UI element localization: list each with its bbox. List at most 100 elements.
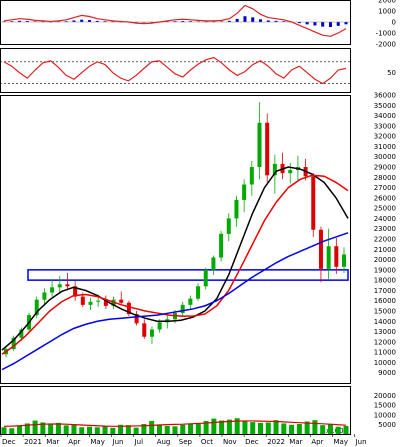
macd-histogram-bar	[251, 17, 255, 22]
volume-bar	[164, 425, 170, 434]
support-zone	[27, 269, 349, 281]
price-tick-label: 16000	[374, 297, 396, 305]
rsi-panel: 50	[0, 48, 396, 93]
price-tick-label: 17000	[374, 287, 396, 295]
macd-tick-label: 2000	[378, 0, 396, 5]
volume-bar	[219, 420, 225, 434]
candle-body	[119, 299, 124, 303]
macd-histogram-bar	[72, 20, 76, 22]
volume-bar	[71, 424, 77, 434]
macd-histogram-bar	[336, 22, 340, 26]
macd-histogram-bar	[196, 21, 200, 22]
candle-body	[211, 257, 216, 270]
candle-body	[50, 287, 55, 293]
macd-histogram-bar	[344, 22, 348, 25]
candle-body	[249, 167, 254, 185]
macd-histogram-bar	[88, 20, 91, 22]
candle-body	[73, 286, 78, 297]
moving-average-line	[1, 232, 349, 371]
price-tick-label: 31000	[374, 143, 396, 151]
volume-bar	[172, 426, 178, 434]
price-tick-label: 15000	[374, 308, 396, 316]
candle-body	[311, 176, 316, 230]
candle-body	[288, 170, 293, 174]
candle-body	[219, 233, 224, 258]
macd-histogram-bar	[18, 20, 22, 22]
price-tick-label: 14000	[374, 318, 396, 326]
volume-bar	[188, 423, 194, 434]
x-axis-tick-label: May	[90, 438, 104, 446]
macd-histogram-bar	[25, 21, 29, 22]
macd-histogram-bar	[142, 22, 146, 23]
candle-body	[103, 300, 108, 306]
price-tick-label: 28000	[374, 174, 396, 182]
candle-body	[65, 284, 70, 287]
volume-bar	[40, 422, 46, 434]
price-tick-label: 36000	[374, 92, 396, 100]
x-axis-tick-label: 2022	[267, 438, 285, 446]
x-axis-tick-label: Oct	[201, 438, 213, 446]
x-axis-tick-label: Jul	[134, 438, 144, 446]
macd-histogram-bar	[181, 21, 185, 22]
volume-bar	[125, 425, 131, 434]
volume-bar	[296, 424, 302, 434]
volume-bar	[180, 424, 186, 434]
volume-bar	[250, 422, 256, 434]
candle-body	[342, 254, 346, 267]
moving-average-line	[1, 166, 349, 351]
volume-bar	[17, 425, 23, 434]
macd-histogram-bar	[95, 20, 99, 22]
price-tick-label: 22000	[374, 236, 396, 244]
macd-histogram-bar	[173, 21, 177, 22]
macd-series-line	[3, 4, 347, 37]
candle-body	[257, 122, 262, 167]
price-tick-label: 19000	[374, 266, 396, 274]
volume-panel: 2000015000100005000x1000	[0, 386, 396, 435]
volume-bar	[24, 423, 30, 434]
volume-bar	[156, 424, 162, 434]
macd-histogram-bar	[33, 21, 37, 22]
candle-body	[188, 298, 193, 305]
macd-histogram-bar	[274, 20, 278, 22]
candle-body	[196, 286, 201, 299]
candle-body	[96, 300, 101, 302]
macd-tick-label: -1000	[376, 30, 396, 38]
macd-histogram-bar	[103, 21, 107, 22]
candle-body	[11, 337, 16, 350]
x-axis-tick-label: Mar	[289, 438, 302, 446]
candle-body	[226, 218, 231, 234]
candle-body	[88, 301, 93, 305]
candle-body	[19, 329, 24, 338]
moving-average-line	[1, 174, 349, 355]
price-tick-label: 30000	[374, 153, 396, 161]
macd-histogram-bar	[243, 16, 247, 22]
price-tick-label: 13000	[374, 328, 396, 336]
price-tick-label: 21000	[374, 246, 396, 254]
candle-body	[334, 246, 339, 267]
x-axis-tick-label: Dec	[245, 438, 259, 446]
candle-body	[34, 299, 39, 316]
candle-body	[142, 323, 147, 337]
macd-panel: 2000 1000 0 -1000 -2000	[0, 0, 396, 49]
volume-bar	[273, 420, 279, 434]
volume-tick-label: 20000	[374, 392, 396, 400]
volume-bar	[234, 418, 240, 434]
x-axis-tick-label: Aug	[157, 438, 171, 446]
candle-body	[318, 229, 323, 269]
x-axis: Dec 2021 Mar Apr May Jun Jul Aug Sep Oct Nov Dec 202…	[0, 434, 367, 446]
macd-tick-label: 1000	[378, 8, 396, 16]
price-tick-label: 12000	[374, 338, 396, 346]
volume-frame	[0, 386, 351, 435]
x-axis-tick-label: Mar	[46, 438, 59, 446]
price-tick-label: 33000	[374, 122, 396, 130]
price-tick-label: 23000	[374, 225, 396, 233]
x-axis-tick-label: Apr	[311, 438, 323, 446]
volume-bar	[118, 424, 124, 434]
volume-ma-line	[3, 420, 347, 427]
x-axis-tick-label: Sep	[179, 438, 193, 446]
candle-body	[265, 122, 270, 176]
price-tick-label: 9000	[378, 369, 396, 377]
candle-body	[57, 284, 62, 288]
macd-histogram-bar	[227, 20, 231, 22]
candle-body	[203, 269, 208, 287]
